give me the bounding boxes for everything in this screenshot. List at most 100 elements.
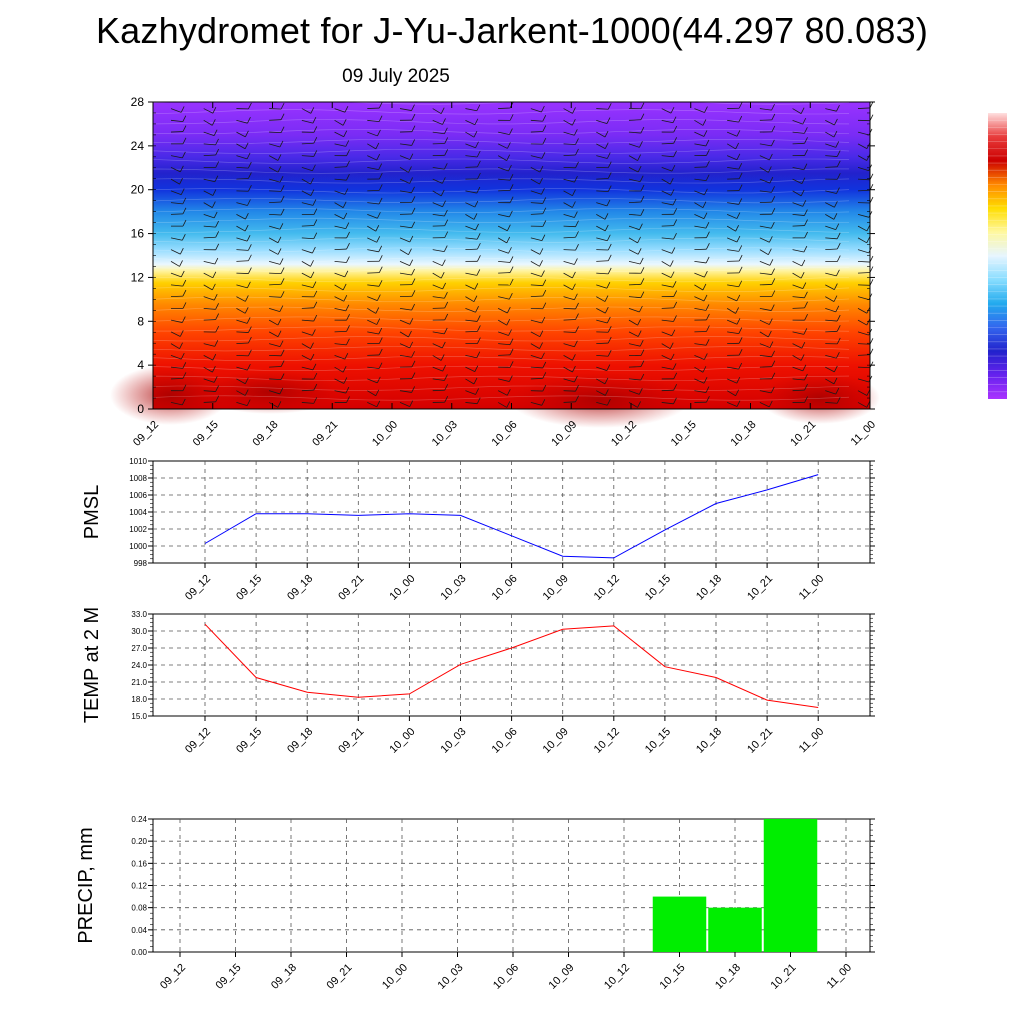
wind-barb-flag [378,245,383,252]
wind-barb-flag [440,107,445,114]
wind-barb [268,402,279,408]
wind-barb-flag [476,315,481,322]
wind-barb-flag [346,149,350,156]
wind-barb [268,237,279,244]
wind-barb-flag [212,283,216,291]
wind-barb-flag [476,150,481,158]
wind-barb-flag [771,278,776,285]
wind-barb-flag [541,105,545,113]
wind-barb [236,331,249,333]
wind-barb [759,343,771,348]
wind-barb [465,202,476,208]
wind-barb-flag [245,295,249,302]
wind-barb [432,190,442,197]
wind-barb-flag [575,243,579,251]
wind-barb [694,108,705,113]
wind-barb-flag [506,318,511,326]
wind-barb-flag [703,130,708,137]
wind-barb-flag [542,197,547,204]
wind-barb [857,131,870,136]
wind-barb [367,155,377,161]
wind-barb [792,213,805,216]
wind-barb [432,131,445,135]
wind-barb-flag [182,372,187,379]
wind-barb [334,330,347,333]
wind-barb-flag [215,325,220,333]
wind-barb [269,178,281,183]
wind-barb-flag [509,338,514,345]
wind-barb-flag [182,302,187,309]
wind-barb-flag [441,259,446,266]
wind-barb [792,119,803,125]
wind-barb [563,260,575,265]
x-tick-label: 09_12 [183,726,213,756]
wind-barb [334,378,345,384]
y-tick-label: 12 [131,270,145,284]
wind-barb-flag [771,186,775,193]
wind-barb-flag [833,377,838,385]
wind-barb-flag [672,280,677,288]
wind-barb-flag [802,117,807,125]
wind-barb-flag [738,348,743,356]
x-tick-label: 10_21 [788,419,818,449]
wind-barb-flag [800,271,805,279]
wind-barb [236,202,248,206]
wind-barb-flag [836,255,841,262]
x-tick-label: 09_15 [191,419,221,449]
wind-barb-flag [279,140,284,148]
wind-barb [857,107,870,109]
wind-barb-flag [640,360,645,367]
x-tick-label: 10_21 [769,962,799,992]
wind-barb-flag [802,282,807,289]
wind-barb-flag [639,223,643,230]
wind-barb-flag [248,336,252,344]
wind-barb-flag [833,295,838,302]
wind-barb-flag [280,373,285,380]
forecast-date: 09 July 2025 [342,66,450,87]
wind-barb [498,213,510,218]
wind-barb-flag [509,210,513,218]
contour-line [152,286,850,293]
wind-barb-flag [345,386,350,394]
wind-barb-flag [378,348,383,356]
wind-barb-flag [508,375,513,382]
wind-barb-flag [640,291,645,298]
wind-barb-flag [736,377,741,384]
wind-barb [432,284,443,290]
wind-barb-flag [833,130,838,138]
wind-barb [530,190,542,195]
wind-barb [825,402,838,404]
wind-barb [269,308,280,312]
wind-barb-flag [248,161,252,169]
wind-barb [203,131,215,137]
wind-barb-flag [866,224,871,232]
wind-barb-flag [473,130,478,138]
heatmap-warm-core [110,365,230,425]
wind-barb [792,202,803,207]
wind-barb-flag [804,209,808,216]
temp2m-chart: 15.0 18.0 21.0 24.0 27.0 30.0 33.0 09_12 09_15 09… [81,607,875,756]
x-tick-label: 09_21 [336,726,366,756]
wind-barb [596,202,608,207]
wind-barb-flag [804,314,808,321]
wind-barb [727,249,739,252]
wind-barb-flag [509,256,514,263]
y-tick-label: 18.0 [131,695,147,704]
wind-barb [203,355,213,361]
wind-barb [236,178,249,180]
wind-barb-flag [214,257,219,265]
wind-barb [334,284,344,291]
wind-barb-flag [640,373,645,381]
wind-barb-flag [769,176,774,184]
contour-line [152,148,850,154]
wind-barb [727,366,739,370]
wind-barb [825,155,838,157]
wind-barb-flag [277,401,282,408]
contour-line [152,385,850,391]
wind-barb [628,249,639,255]
wind-barb [792,343,802,349]
wind-barb-flag [542,220,547,227]
wind-barb-flag [342,283,347,291]
wind-barb [203,108,214,114]
